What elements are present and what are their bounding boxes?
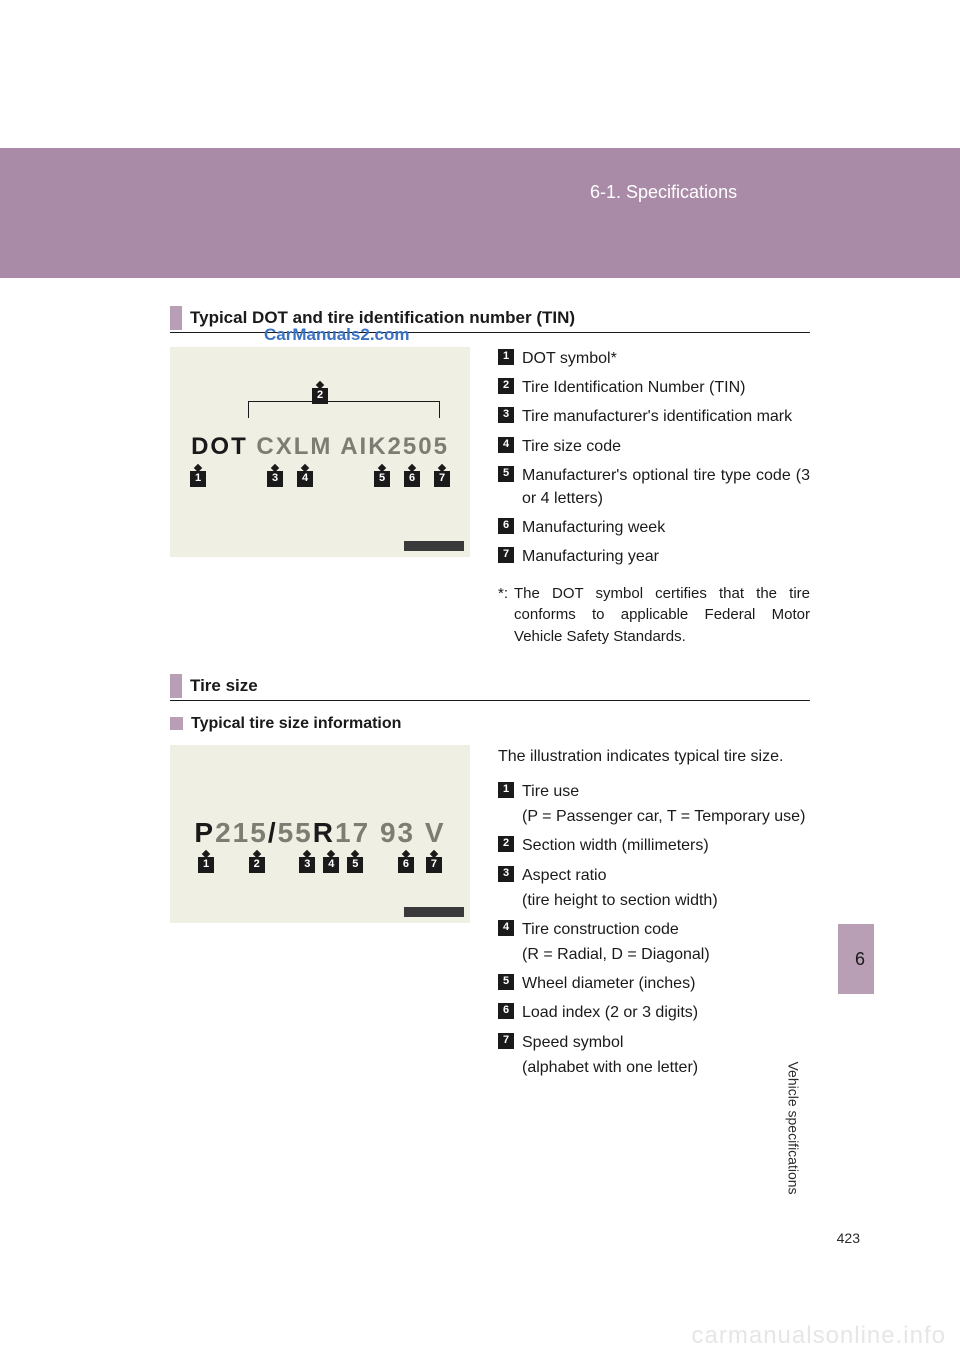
legend-index: 6: [498, 518, 514, 534]
dot-legend: 1 DOT symbol* 2 Tire Identification Number …: [498, 347, 810, 648]
legend-item: 7 Speed symbol(alphabet with one letter): [498, 1031, 810, 1079]
legend-text: Tire construction code(R = Radial, D = D…: [522, 918, 810, 966]
subheading-square-icon: [170, 717, 183, 730]
callout-bracket: [248, 401, 440, 418]
legend-text: Manufacturing week: [522, 516, 810, 539]
legend-text: Wheel diameter (inches): [522, 972, 810, 995]
header-bar: [0, 148, 960, 278]
legend-subtext: (P = Passenger car, T = Temporary use): [522, 805, 810, 828]
legend-item: 2 Section width (millimeters): [498, 834, 810, 857]
legend-item: 3 Tire manufacturer's identification mark: [498, 405, 810, 428]
legend-item: 5 Manufacturer's optional tire type code …: [498, 464, 810, 510]
callout-index: 2: [249, 857, 265, 873]
subheading-size: Typical tire size information: [170, 715, 810, 733]
legend-item: 4 Tire size code: [498, 435, 810, 458]
figure-code-strip: [404, 541, 464, 551]
legend-text: Section width (millimeters): [522, 834, 810, 857]
bottom-watermark: carmanualsonline.info: [692, 1322, 946, 1350]
legend-index: 2: [498, 378, 514, 394]
callout-index: 3: [267, 471, 283, 487]
legend-item: 6 Load index (2 or 3 digits): [498, 1001, 810, 1024]
dot-figure: CarManuals2.com 2 DOT CXLM AIK2505 1 3 4…: [170, 347, 470, 557]
legend-index: 7: [498, 1033, 514, 1049]
legend-index: 3: [498, 866, 514, 882]
section-heading-size: Tire size: [170, 674, 810, 701]
dot-sample-text: DOT CXLM AIK2505: [190, 433, 450, 461]
size-index-row: 1 2 3 4 5 6 7: [198, 857, 442, 873]
legend-index: 7: [498, 547, 514, 563]
legend-subtext: (alphabet with one letter): [522, 1056, 810, 1079]
callout-index: 3: [299, 857, 315, 873]
legend-text: Tire Identification Number (TIN): [522, 376, 810, 399]
legend-item: 3 Aspect ratio(tire height to section wid…: [498, 864, 810, 912]
legend-text: Tire manufacturer's identification mark: [522, 405, 810, 428]
section-number: 6: [855, 949, 865, 970]
callout-index: 7: [434, 471, 450, 487]
callout-index: 5: [374, 471, 390, 487]
footnote-text: The DOT symbol certifies that the tire c…: [514, 583, 810, 648]
legend-index: 6: [498, 1003, 514, 1019]
legend-text: DOT symbol*: [522, 347, 810, 370]
legend-subtext: (R = Radial, D = Diagonal): [522, 943, 810, 966]
figure-watermark: CarManuals2.com: [264, 325, 410, 345]
heading-accent-bar: [170, 306, 182, 330]
legend-index: 1: [498, 782, 514, 798]
heading-text: Tire size: [190, 676, 258, 696]
content-area: Typical DOT and tire identification numb…: [170, 306, 810, 1085]
legend-item: 7 Manufacturing year: [498, 545, 810, 568]
callout-index: 1: [198, 857, 214, 873]
callout-index: 6: [404, 471, 420, 487]
heading-accent-bar: [170, 674, 182, 698]
callout-index: 5: [347, 857, 363, 873]
page-number: 423: [837, 1230, 860, 1246]
size-two-col: P215/55R17 93 V 1 2 3 4 5 6 7: [170, 745, 810, 1085]
footnote-star: *:: [498, 583, 514, 648]
callout-index-top: 2: [312, 388, 328, 404]
size-sample-text: P215/55R17 93 V: [194, 817, 446, 849]
legend-text: Tire size code: [522, 435, 810, 458]
legend-text: Manufacturing year: [522, 545, 810, 568]
legend-item: 4 Tire construction code(R = Radial, D = …: [498, 918, 810, 966]
size-figure: P215/55R17 93 V 1 2 3 4 5 6 7: [170, 745, 470, 923]
callout-index: 1: [190, 471, 206, 487]
legend-item: 2 Tire Identification Number (TIN): [498, 376, 810, 399]
subheading-text: Typical tire size information: [191, 715, 401, 733]
legend-index: 4: [498, 437, 514, 453]
legend-item: 1 Tire use(P = Passenger car, T = Tempora…: [498, 780, 810, 828]
legend-index: 3: [498, 407, 514, 423]
size-intro: The illustration indicates typical tire …: [498, 745, 810, 768]
legend-item: 1 DOT symbol*: [498, 347, 810, 370]
dot-index-row: 1 3 4 5 6 7: [190, 471, 450, 487]
legend-text: Manufacturer's optional tire type code (…: [522, 464, 810, 510]
legend-index: 2: [498, 836, 514, 852]
legend-text: Aspect ratio(tire height to section widt…: [522, 864, 810, 912]
size-legend: The illustration indicates typical tire …: [498, 745, 810, 1085]
callout-index: 7: [426, 857, 442, 873]
callout-index: 4: [323, 857, 339, 873]
legend-index: 4: [498, 920, 514, 936]
legend-index: 5: [498, 974, 514, 990]
legend-index: 1: [498, 349, 514, 365]
legend-item: 6 Manufacturing week: [498, 516, 810, 539]
dot-two-col: CarManuals2.com 2 DOT CXLM AIK2505 1 3 4…: [170, 347, 810, 648]
legend-item: 5 Wheel diameter (inches): [498, 972, 810, 995]
footnote: *: The DOT symbol certifies that the tir…: [498, 583, 810, 648]
callout-index: 6: [398, 857, 414, 873]
callout-index: 4: [297, 471, 313, 487]
legend-subtext: (tire height to section width): [522, 889, 810, 912]
legend-text: Tire use(P = Passenger car, T = Temporar…: [522, 780, 810, 828]
chapter-label: 6-1. Specifications: [590, 182, 737, 203]
legend-index: 5: [498, 466, 514, 482]
legend-text: Load index (2 or 3 digits): [522, 1001, 810, 1024]
page: 6-1. Specifications 6 Vehicle specificat…: [0, 0, 960, 1358]
figure-code-strip: [404, 907, 464, 917]
legend-text: Speed symbol(alphabet with one letter): [522, 1031, 810, 1079]
